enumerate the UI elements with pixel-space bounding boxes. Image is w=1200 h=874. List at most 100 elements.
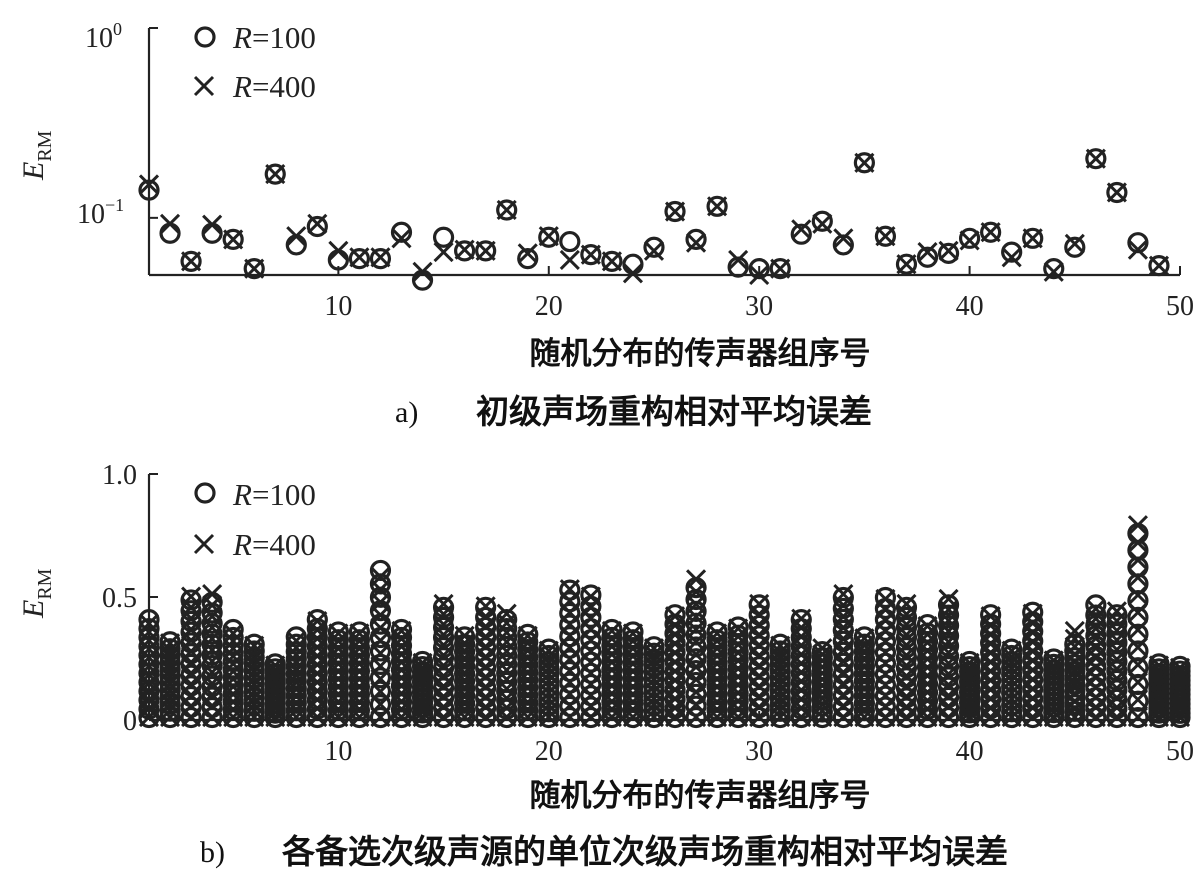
data-point-cross	[791, 219, 812, 240]
data-point-cross	[559, 249, 580, 271]
data-point-circle	[895, 596, 918, 618]
panel-b-legend: R=100 R=400	[193, 477, 316, 562]
data-point-cross	[812, 644, 833, 665]
data-point-cross	[1001, 247, 1022, 268]
data-point-circle	[769, 258, 791, 280]
data-point-circle	[916, 613, 939, 636]
data-point-circle	[411, 650, 434, 673]
data-point-circle	[685, 577, 707, 599]
data-point-circle	[937, 676, 960, 698]
data-point-circle	[180, 621, 202, 643]
data-point-circle	[1064, 667, 1086, 689]
data-point-circle	[285, 655, 307, 677]
data-point-cross	[496, 613, 517, 634]
data-point-cross	[370, 566, 391, 587]
data-point-circle	[222, 667, 244, 689]
y-tick-label: 0	[123, 706, 137, 737]
data-point-circle	[685, 228, 707, 250]
x-tick-label: 50	[1166, 291, 1194, 322]
data-point-circle	[285, 626, 307, 648]
data-point-circle	[180, 632, 202, 654]
data-point-circle	[432, 606, 455, 628]
data-point-circle	[517, 623, 539, 645]
data-point-circle	[496, 199, 518, 221]
data-point-circle	[1085, 604, 1107, 626]
data-point-circle	[895, 636, 918, 659]
data-point-cross	[812, 638, 833, 659]
data-point-cross	[1127, 239, 1148, 260]
data-point-circle	[264, 163, 286, 185]
data-point-circle	[180, 600, 202, 622]
panel-b-chart: R=100 R=400 ERM 随机分布的传声器组序号 b) 各备选次级声源的单…	[17, 460, 1194, 871]
data-point-cross	[1085, 598, 1106, 619]
legend-label-r400: R=400	[232, 69, 316, 104]
data-point-circle	[285, 677, 307, 700]
data-point-circle	[832, 608, 854, 631]
data-point-circle	[601, 626, 623, 649]
data-point-circle	[243, 647, 265, 669]
data-point-circle	[180, 589, 202, 611]
data-point-circle	[622, 644, 644, 667]
data-point-circle	[222, 634, 244, 657]
data-point-circle	[895, 616, 918, 639]
data-point-circle	[285, 685, 307, 707]
data-point-circle	[895, 677, 918, 699]
data-point-circle	[1064, 640, 1086, 662]
data-point-circle	[832, 674, 854, 696]
data-point-circle	[369, 680, 392, 702]
panel-b-points	[138, 515, 1191, 729]
data-point-circle	[769, 647, 791, 669]
data-point-circle	[727, 616, 749, 638]
data-point-cross	[1106, 601, 1127, 622]
data-point-circle	[327, 249, 349, 271]
data-point-circle	[937, 614, 960, 637]
data-point-cross	[1106, 630, 1127, 651]
data-point-circle	[432, 226, 455, 248]
data-point-circle	[601, 634, 623, 657]
data-point-circle	[222, 643, 244, 665]
data-point-circle	[201, 706, 223, 729]
data-point-circle	[390, 221, 413, 243]
data-point-cross	[896, 593, 917, 614]
data-point-circle	[622, 253, 644, 275]
y-axis-label: ERM	[17, 568, 56, 619]
panel-b-caption: b) 各备选次级声源的单位次级声场重构相对平均误差	[200, 832, 1008, 871]
data-point-circle	[432, 636, 455, 659]
data-point-circle	[496, 609, 518, 631]
data-point-circle	[832, 234, 854, 256]
data-point-circle	[790, 223, 812, 245]
data-point-cross	[643, 240, 665, 261]
data-point-cross	[181, 586, 202, 607]
data-point-circle	[138, 609, 160, 631]
data-point-circle	[727, 256, 749, 278]
data-point-circle	[580, 673, 602, 696]
x-axis-label: 随机分布的传声器组序号	[530, 778, 871, 814]
data-point-circle	[1169, 655, 1191, 677]
data-point-circle	[243, 673, 265, 696]
data-point-circle	[517, 248, 539, 270]
data-point-circle	[222, 675, 244, 697]
data-point-circle	[937, 666, 960, 688]
data-point-circle	[432, 596, 455, 618]
data-point-circle	[306, 609, 328, 631]
data-point-circle	[1127, 706, 1149, 729]
data-point-circle	[937, 594, 960, 616]
legend-label-r100: R=100	[232, 477, 316, 512]
data-point-circle	[937, 655, 960, 678]
data-point-circle	[937, 706, 960, 729]
data-point-circle	[475, 596, 497, 618]
data-point-circle	[853, 626, 875, 648]
data-point-circle	[369, 667, 392, 689]
data-point-circle	[727, 624, 749, 646]
data-point-circle	[432, 647, 455, 669]
data-point-circle	[559, 649, 581, 671]
data-point-circle	[201, 591, 223, 614]
data-point-circle	[622, 629, 644, 651]
data-point-circle	[517, 631, 539, 653]
data-point-cross	[749, 264, 770, 286]
data-point-circle	[1043, 648, 1065, 670]
data-point-circle	[1064, 647, 1086, 669]
panel-a-chart: R=100 R=400 ERM 100 10−1 随机分布的传声器组序号 a) …	[17, 19, 1194, 431]
data-point-cross	[391, 228, 412, 249]
data-point-circle	[243, 687, 265, 709]
